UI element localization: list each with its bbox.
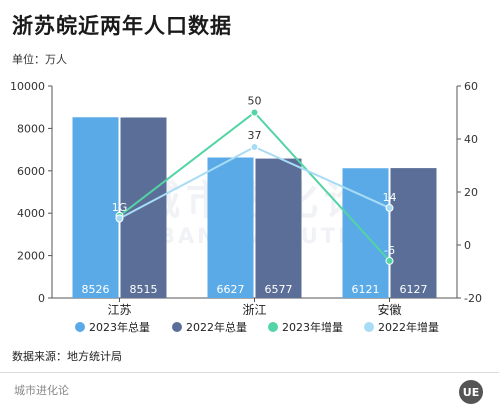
left-tick-label: 10000	[10, 80, 45, 93]
left-tick-label: 6000	[17, 165, 45, 178]
legend-marker	[172, 322, 182, 332]
right-tick-label: 40	[464, 133, 478, 146]
chart-title: 浙苏皖近两年人口数据	[12, 14, 232, 38]
bar-value-label: 6121	[352, 283, 380, 296]
legend-label: 2023年增量	[282, 320, 343, 334]
line-value-label: 50	[248, 95, 262, 108]
data-source: 数据来源：地方统计局	[12, 350, 122, 363]
right-tick-label: 60	[464, 80, 478, 93]
line-point	[115, 214, 124, 223]
bar-value-label: 6127	[400, 283, 428, 296]
left-tick-label: 2000	[17, 250, 45, 263]
right-tick-label: -20	[464, 292, 482, 305]
unit-label: 单位：万人	[12, 53, 67, 66]
brand-logo: UE	[459, 380, 483, 404]
bar	[207, 157, 254, 298]
legend-marker	[268, 322, 278, 332]
line-point	[250, 142, 259, 151]
bar	[72, 117, 119, 298]
line-point	[250, 108, 259, 117]
line-point	[385, 203, 394, 212]
legend-label: 2022年增量	[378, 320, 439, 334]
left-tick-label: 0	[38, 292, 45, 305]
line-value-label: -6	[384, 244, 395, 257]
bar	[390, 168, 437, 298]
bar-value-label: 8526	[82, 283, 110, 296]
x-tick-label: 浙江	[242, 303, 266, 317]
bar-value-label: 6627	[217, 283, 245, 296]
footer-divider	[0, 372, 499, 373]
legend-label: 2022年总量	[186, 320, 247, 334]
right-tick-label: 20	[464, 186, 478, 199]
legend-label: 2023年总量	[89, 320, 150, 334]
legend-marker	[364, 322, 374, 332]
line-value-label: 37	[248, 129, 262, 142]
x-tick-label: 江苏	[107, 303, 131, 317]
legend-marker	[75, 322, 85, 332]
line-value-label: 14	[383, 191, 397, 204]
bar	[255, 158, 302, 298]
right-tick-label: 0	[464, 239, 471, 252]
left-tick-label: 8000	[17, 122, 45, 135]
x-tick-label: 安徽	[377, 302, 401, 317]
bar	[120, 117, 167, 299]
bar-value-label: 8515	[130, 283, 158, 296]
line-value-label: 1G	[112, 201, 128, 214]
line-point	[385, 256, 394, 265]
bar-value-label: 6577	[265, 283, 293, 296]
left-tick-label: 4000	[17, 207, 45, 220]
brand-name: 城市进化论	[14, 384, 69, 397]
